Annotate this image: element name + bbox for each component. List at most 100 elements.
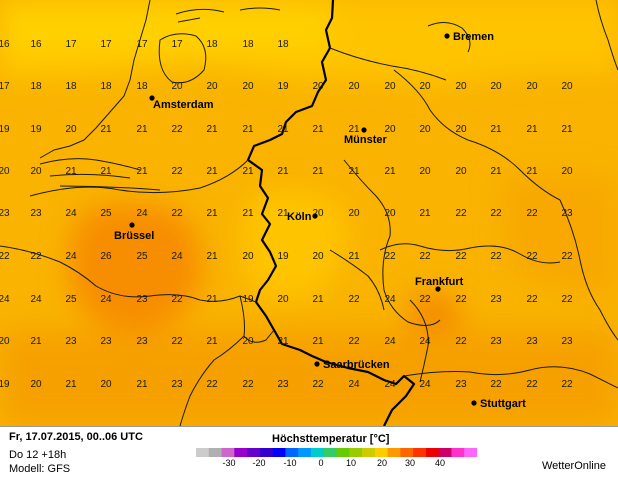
temperature-value: 24 <box>65 251 77 262</box>
temperature-value: 22 <box>171 124 183 135</box>
temperature-value: 23 <box>171 379 183 390</box>
temperature-value: 22 <box>526 208 538 219</box>
temperature-value: 18 <box>65 81 77 92</box>
temperature-value: 21 <box>312 294 324 305</box>
city-label: Köln <box>287 211 312 223</box>
temperature-value: 21 <box>136 166 148 177</box>
temperature-value: 22 <box>171 208 183 219</box>
temperature-value: 22 <box>384 251 396 262</box>
temperature-grid: 16 16 17 17 17 17 18 18 18 17 18 18 18 18 20 20 20 19 20 20… <box>0 39 573 390</box>
city-amsterdam[interactable]: Amsterdam <box>149 95 214 111</box>
scale-swatch <box>451 448 465 457</box>
temperature-value: 21 <box>136 124 148 135</box>
temperature-value: 21 <box>348 251 360 262</box>
temperature-value: 25 <box>65 294 77 305</box>
temperature-value: 21 <box>561 124 573 135</box>
scale-swatch <box>400 448 414 457</box>
temperature-value: 24 <box>419 336 431 347</box>
temperature-value: 21 <box>348 166 360 177</box>
temperature-value: 23 <box>561 208 573 219</box>
temperature-value: 21 <box>419 208 431 219</box>
temperature-value: 17 <box>136 39 148 50</box>
city-bruessel[interactable]: Brüssel <box>114 222 154 242</box>
city-saarbruecken[interactable]: Saarbrücken <box>314 359 390 371</box>
temperature-value: 21 <box>65 379 77 390</box>
temperature-value: 21 <box>30 336 42 347</box>
temperature-value: 21 <box>242 124 254 135</box>
city-dot <box>149 95 155 101</box>
temperature-value: 19 <box>30 124 42 135</box>
scale-swatch <box>374 448 389 457</box>
temperature-value: 21 <box>312 336 324 347</box>
temperature-value: 22 <box>526 379 538 390</box>
city-muenster[interactable]: Münster <box>344 127 388 146</box>
scale-swatch <box>196 448 210 457</box>
temperature-value: 21 <box>312 166 324 177</box>
temperature-value: 20 <box>0 336 10 347</box>
scale-swatch <box>464 448 477 457</box>
city-label: Brüssel <box>114 230 154 242</box>
scale-swatch <box>272 448 286 457</box>
temperature-value: 19 <box>242 294 254 305</box>
temperature-value: 22 <box>561 294 573 305</box>
forecast-model: Modell: GFS <box>9 463 71 475</box>
temperature-value: 20 <box>419 124 431 135</box>
forecast-run: Do 12 +18h <box>9 449 67 461</box>
warm-field-east <box>500 175 618 300</box>
temperature-value: 21 <box>206 208 218 219</box>
temperature-value: 20 <box>277 294 289 305</box>
temperature-value: 23 <box>0 208 10 219</box>
city-koeln[interactable]: Köln <box>287 211 318 223</box>
temperature-value: 20 <box>242 336 254 347</box>
state-border-east <box>559 199 618 341</box>
temperature-value: 23 <box>30 208 42 219</box>
city-dot <box>471 400 477 406</box>
temperature-value: 18 <box>277 39 289 50</box>
temperature-value: 20 <box>171 81 183 92</box>
temperature-value: 17 <box>171 39 183 50</box>
temperature-value: 23 <box>277 379 289 390</box>
temperature-value: 22 <box>490 379 502 390</box>
temperature-value: 20 <box>30 379 42 390</box>
weather-map[interactable]: 16 16 17 17 17 17 18 18 18 17 18 18 18 18 20 20 20 19 20 20… <box>0 0 618 426</box>
temperature-value: 17 <box>0 81 10 92</box>
temperature-value: 21 <box>206 336 218 347</box>
border-germany-east-lower <box>329 47 447 81</box>
cool-field-center <box>242 191 347 299</box>
scale-swatch <box>298 448 312 457</box>
border-france-south <box>179 335 245 426</box>
river-rhine-upper <box>409 299 429 383</box>
temperature-value: 24 <box>0 294 10 305</box>
scale-swatch <box>438 448 452 457</box>
temperature-value: 24 <box>136 208 148 219</box>
city-bremen[interactable]: Bremen <box>444 31 494 43</box>
temperature-value: 20 <box>312 251 324 262</box>
temperature-value: 23 <box>561 336 573 347</box>
scale-swatch <box>310 448 325 457</box>
scale-swatch <box>362 448 376 457</box>
temperature-value: 22 <box>455 251 467 262</box>
temperature-value: 21 <box>348 124 360 135</box>
temperature-value: 16 <box>30 39 42 50</box>
scale-swatch <box>208 448 223 457</box>
city-frankfurt[interactable]: Frankfurt <box>415 276 464 292</box>
brand-logo: WetterOnline <box>542 460 606 472</box>
scale-swatch <box>336 448 350 457</box>
city-dot <box>361 127 367 133</box>
temperature-value: 20 <box>455 81 467 92</box>
city-stuttgart[interactable]: Stuttgart <box>471 398 526 410</box>
scale-swatch <box>221 448 235 457</box>
temperature-value: 22 <box>348 336 360 347</box>
temperature-value: 22 <box>526 251 538 262</box>
temperature-value: 20 <box>455 124 467 135</box>
city-dot <box>435 286 441 292</box>
temperature-value: 20 <box>561 166 573 177</box>
temperature-value: 24 <box>100 294 112 305</box>
temperature-value: 21 <box>100 166 112 177</box>
wadden-islands <box>175 7 281 23</box>
cool-field-northwest <box>0 0 330 60</box>
scale-tick-label: -10 <box>283 458 297 468</box>
scale-tick-label: -30 <box>222 458 236 468</box>
scale-swatch <box>349 448 363 457</box>
temperature-value: 21 <box>242 208 254 219</box>
